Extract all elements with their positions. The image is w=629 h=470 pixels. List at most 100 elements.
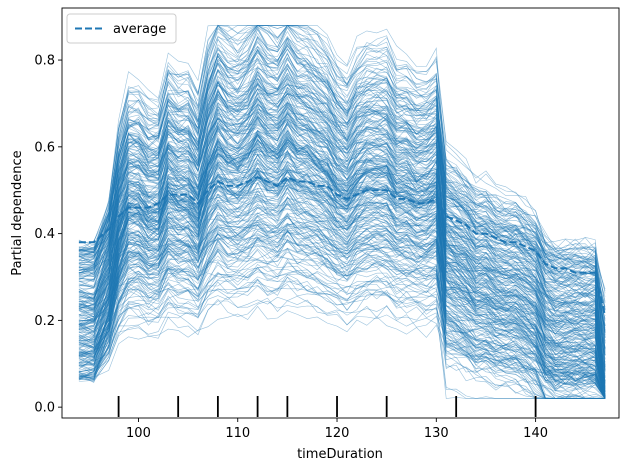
ice-curve [78,100,606,399]
ice-curve [78,24,606,371]
ice-curve [78,178,606,328]
ice-curve [78,139,606,399]
ice-curve [78,84,606,353]
ice-curve [78,159,606,399]
ice-curve [78,217,606,399]
ice-curve [78,51,606,399]
ice-curve [78,116,606,399]
ice-curve [78,198,606,327]
ice-curve [78,25,606,399]
ice-curve [78,171,606,393]
ice-curve [78,24,606,399]
ice-curve [78,119,606,349]
ice-curve [78,145,606,399]
ice-curve [78,225,606,399]
ice-curve [78,77,606,399]
ice-curve [78,36,606,399]
ice-curve [78,142,606,359]
ice-curve [78,148,606,399]
ice-curve [78,276,606,399]
ice-curve [78,249,606,399]
ice-curve [78,24,606,398]
ice-curve [78,50,606,399]
ice-curve [78,175,606,319]
ice-curve [78,230,606,399]
average-layer [78,176,607,317]
ice-curve [78,161,606,397]
ice-curve [78,78,606,344]
ice-curve [78,46,606,399]
ice-curve [78,48,606,399]
ice-curve [78,176,606,376]
ice-curve [78,224,606,399]
ice-curve [78,87,606,399]
ice-curve [78,109,606,399]
ice-curve [78,57,606,399]
ice-curve [78,104,606,352]
ice-curve [78,130,606,399]
ice-curve [78,63,606,399]
ice-curve [78,153,606,399]
ice-curve [78,230,606,356]
ice-curve [78,68,606,399]
ice-curve [78,239,606,399]
ice-curve [78,248,606,399]
ice-curve [78,187,606,399]
ice-curve [78,146,606,396]
ice-curve [78,269,606,399]
ice-curve [78,41,606,399]
y-tick-label: 0.0 [34,401,55,416]
ice-curve [78,36,606,399]
ice-curve [78,215,606,382]
ice-curve [78,118,606,309]
ice-curve [78,93,606,399]
ice-curve [78,72,606,395]
legend-label-average: average [113,22,166,37]
ice-curve [78,150,606,399]
ice-curve [78,149,606,311]
ice-curve [78,124,606,389]
ice-curve [78,67,606,399]
ice-curve [78,35,606,392]
ice-curve [78,53,606,384]
ice-curve [78,167,606,331]
ice-curve [78,138,606,399]
ice-curve [78,148,606,389]
ice-curve [78,79,606,399]
plot-area [78,24,607,417]
ice-curve [78,48,606,399]
ice-curve [78,102,606,342]
ice-curve [78,215,606,399]
ice-curve [78,93,606,399]
ice-curve [78,212,606,399]
ice-curve [78,79,606,399]
ice-curve [78,167,606,290]
ice-curve [78,187,606,399]
ice-curve [78,150,606,294]
ice-curve [78,140,606,311]
ice-curve [78,167,606,399]
x-tick-label: 140 [523,426,548,441]
ice-curve [78,168,606,334]
ice-curve [78,201,606,399]
ice-curve [78,68,606,330]
ice-curve [78,111,606,399]
ice-curve [78,221,606,399]
ice-curve [78,132,606,399]
axes-frame [61,7,620,419]
ice-curve [78,88,606,333]
ice-curve [78,37,606,398]
ice-curve [78,129,606,399]
ice-curve [78,175,606,350]
ice-curve [78,106,606,399]
ice-curve [78,225,606,399]
ice-curve [78,200,606,399]
ice-curve [78,96,606,399]
ice-curve [78,28,606,368]
ice-curve [78,87,606,399]
ice-curve [78,45,606,371]
average-line [78,176,607,317]
ice-curve [78,91,606,399]
ice-curve [78,267,606,399]
ice-curve [78,134,606,391]
